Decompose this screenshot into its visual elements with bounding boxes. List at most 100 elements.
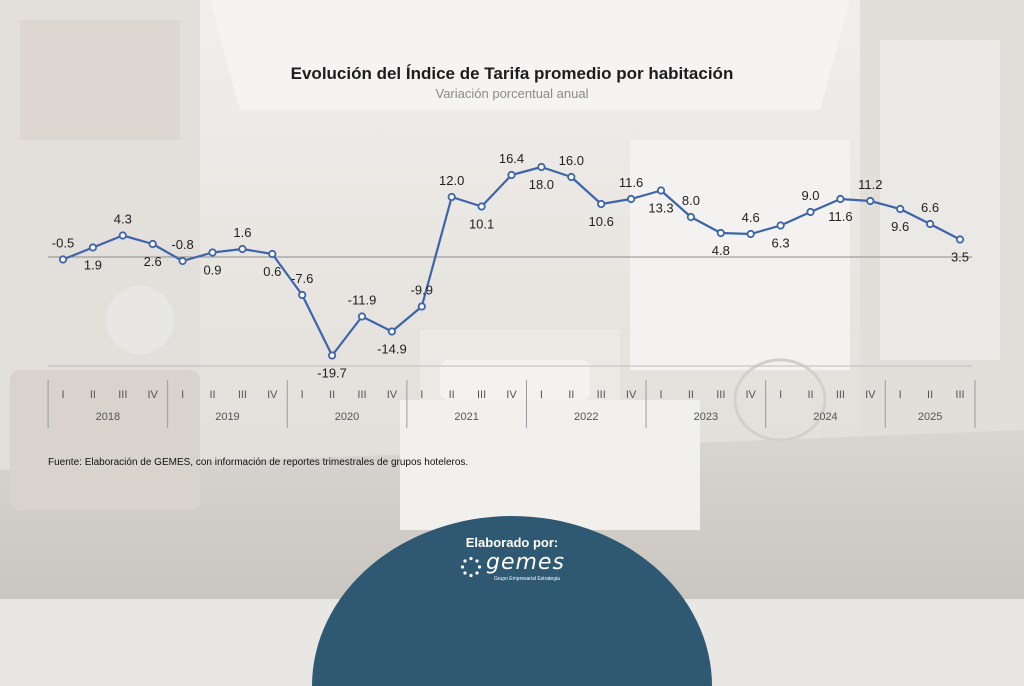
data-label: 9.0 <box>801 188 819 203</box>
quarter-tick-label: III <box>716 389 725 401</box>
year-group-label: 2022 <box>574 411 598 423</box>
quarter-tick-label: IV <box>865 389 876 401</box>
data-point <box>776 221 785 230</box>
logo-wordmark: gemes <box>486 550 565 575</box>
quarter-tick-label: II <box>90 389 96 401</box>
data-label: -9.9 <box>411 283 433 298</box>
year-group-label: 2019 <box>215 411 239 423</box>
quarter-tick-label: IV <box>147 389 158 401</box>
quarter-tick-label: III <box>597 389 606 401</box>
hotel-room-background <box>0 0 1024 599</box>
data-point <box>896 204 905 214</box>
chart-subtitle: Variación porcentual anual <box>435 86 589 101</box>
quarter-tick-label: III <box>238 389 247 401</box>
quarter-tick-label: II <box>329 389 335 401</box>
data-point <box>357 312 367 321</box>
data-point <box>955 235 965 244</box>
data-label: 0.6 <box>263 264 281 279</box>
data-label: -7.6 <box>291 271 313 286</box>
quarter-tick-label: I <box>301 389 304 401</box>
data-point <box>597 199 606 209</box>
data-label: -0.8 <box>171 237 193 252</box>
quarter-tick-label: II <box>568 389 574 401</box>
data-point <box>656 186 666 195</box>
data-point <box>626 194 636 204</box>
quarter-tick-label: II <box>449 389 455 401</box>
footer-label: Elaborado por: <box>465 535 559 550</box>
source-note: Fuente: Elaboración de GEMES, con inform… <box>48 457 469 468</box>
data-point <box>925 219 935 229</box>
gemes-logo: gemes Grupo Empresarial Estrategia <box>458 550 568 586</box>
data-label: -19.7 <box>317 366 347 381</box>
quarter-tick-label: IV <box>267 389 278 401</box>
data-label: 11.6 <box>619 175 643 190</box>
data-label: 16.0 <box>559 153 584 168</box>
data-point <box>477 202 486 211</box>
year-group-label: 2025 <box>918 411 942 423</box>
data-label: 11.6 <box>828 209 852 224</box>
data-label: 4.3 <box>114 212 132 227</box>
quarter-tick-label: II <box>688 389 694 401</box>
quarter-tick-label: III <box>955 389 964 401</box>
data-label: -0.5 <box>52 236 74 251</box>
data-point <box>746 229 755 239</box>
data-label: 9.6 <box>891 219 909 234</box>
data-label: 8.0 <box>682 193 700 208</box>
data-point <box>447 192 456 202</box>
data-label: 10.1 <box>469 217 494 232</box>
quarter-tick-label: IV <box>506 389 517 401</box>
series-line <box>62 165 961 357</box>
data-label: 10.6 <box>589 214 614 229</box>
quarter-tick-label: I <box>659 389 662 401</box>
quarter-tick-label: II <box>927 389 933 401</box>
year-group-label: 2024 <box>813 411 837 423</box>
data-point <box>58 255 68 264</box>
quarter-tick-label: IV <box>745 389 756 401</box>
data-label: 16.4 <box>499 151 524 166</box>
quarter-tick-label: III <box>477 389 486 401</box>
quarter-tick-label: III <box>118 389 127 401</box>
quarter-tick-label: I <box>540 389 543 401</box>
data-label: 3.5 <box>951 250 969 265</box>
data-label: 18.0 <box>529 177 554 192</box>
data-point <box>387 327 396 336</box>
year-group-label: 2021 <box>454 411 478 423</box>
quarter-tick-label: I <box>181 389 184 401</box>
data-point <box>298 290 307 300</box>
data-point <box>178 256 187 266</box>
logo-tagline: Grupo Empresarial Estrategia <box>494 576 560 582</box>
logo-dots-icon <box>460 556 482 578</box>
chart-title: Evolución del Índice de Tarifa promedio … <box>290 64 734 83</box>
quarter-tick-label: II <box>209 389 215 401</box>
data-point <box>417 302 426 311</box>
data-point <box>238 244 247 254</box>
quarter-tick-label: IV <box>626 389 637 401</box>
data-point <box>537 162 546 172</box>
quarter-tick-label: II <box>807 389 813 401</box>
line-chart: -0.5 1.9 4.3 2.6 -0.8 0.9 1.6 0.6 -7.6 -19.7 -11.9… <box>47 151 976 428</box>
data-label: 6.6 <box>921 200 939 215</box>
data-point <box>836 194 845 204</box>
data-label: 4.8 <box>712 243 730 258</box>
quarter-tick-label: III <box>836 389 845 401</box>
data-label: 12.0 <box>439 173 464 188</box>
data-point <box>148 239 157 249</box>
data-point <box>716 228 725 238</box>
data-point <box>118 231 127 240</box>
quarter-tick-label: IV <box>387 389 398 401</box>
data-point <box>507 170 516 180</box>
quarter-tick-label: I <box>779 389 782 401</box>
data-label: 6.3 <box>772 236 790 251</box>
data-label: -11.9 <box>348 293 377 308</box>
year-group-label: 2023 <box>694 411 718 423</box>
quarter-tick-label: I <box>899 389 902 401</box>
year-group-label: 2018 <box>96 411 120 423</box>
data-point <box>567 172 576 182</box>
data-label: 2.6 <box>144 254 162 269</box>
data-label: 11.2 <box>858 177 882 192</box>
data-point <box>268 249 277 259</box>
data-label: 1.6 <box>233 225 251 240</box>
data-point <box>866 196 875 206</box>
data-point <box>208 248 217 257</box>
quarter-tick-label: I <box>420 389 423 401</box>
